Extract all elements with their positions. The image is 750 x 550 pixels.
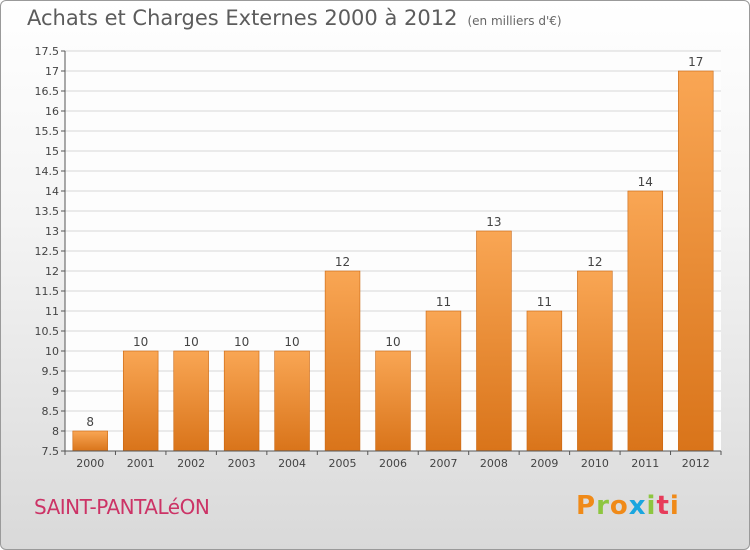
x-tick-label: 2008 bbox=[480, 457, 508, 470]
y-tick-label: 8 bbox=[52, 425, 59, 438]
data-label: 14 bbox=[638, 175, 653, 189]
y-tick-label: 7.5 bbox=[42, 445, 60, 458]
data-label: 11 bbox=[436, 295, 451, 309]
chart-title-text: Achats et Charges Externes 2000 à 2012 bbox=[27, 6, 458, 30]
y-tick-label: 15 bbox=[45, 145, 59, 158]
data-label: 10 bbox=[284, 335, 299, 349]
x-tick-label: 2007 bbox=[429, 457, 457, 470]
data-label: 13 bbox=[486, 215, 501, 229]
y-tick-label: 12 bbox=[45, 265, 59, 278]
data-label: 10 bbox=[234, 335, 249, 349]
y-tick-label: 10.5 bbox=[35, 325, 60, 338]
logo-letter: P bbox=[576, 491, 597, 521]
logo-letter: o bbox=[609, 491, 629, 521]
y-tick-label: 11.5 bbox=[35, 285, 60, 298]
bar[interactable] bbox=[324, 270, 361, 452]
bar[interactable] bbox=[122, 350, 159, 452]
y-tick-label: 15.5 bbox=[35, 125, 60, 138]
x-tick-label: 2003 bbox=[228, 457, 256, 470]
y-tick-label: 12.5 bbox=[35, 245, 60, 258]
logo-letter: i bbox=[646, 491, 657, 521]
y-tick-label: 16 bbox=[45, 105, 59, 118]
data-label: 11 bbox=[537, 295, 552, 309]
y-tick-label: 14.5 bbox=[35, 165, 60, 178]
data-label: 10 bbox=[133, 335, 148, 349]
town-name: SAINT-PANTALéON bbox=[34, 495, 210, 519]
y-tick-label: 10 bbox=[45, 345, 59, 358]
data-label: 12 bbox=[335, 255, 350, 269]
y-tick-label: 17 bbox=[45, 65, 59, 78]
y-tick-label: 11 bbox=[45, 305, 59, 318]
y-tick-label: 9 bbox=[52, 385, 59, 398]
chart-unit: (en milliers d'€) bbox=[467, 14, 562, 28]
x-tick-label: 2004 bbox=[278, 457, 306, 470]
x-tick-label: 2002 bbox=[177, 457, 205, 470]
data-label: 12 bbox=[587, 255, 602, 269]
x-tick-label: 2011 bbox=[631, 457, 659, 470]
data-label: 17 bbox=[688, 55, 703, 69]
logo-letter: t bbox=[656, 491, 670, 521]
y-tick-label: 17.5 bbox=[35, 45, 60, 58]
y-axis: 7.5 8 8.5 9 9.5 10 10.5 11 11.5 12 12.5 13 13.5 14 14.… bbox=[35, 45, 66, 458]
bar[interactable] bbox=[526, 310, 563, 452]
x-tick-label: 2012 bbox=[682, 457, 710, 470]
proxiti-logo[interactable]: Proxiti bbox=[576, 491, 680, 521]
x-tick-label: 2006 bbox=[379, 457, 407, 470]
logo-letter: x bbox=[628, 491, 647, 521]
chart-title: Achats et Charges Externes 2000 à 2012 (e… bbox=[27, 6, 562, 30]
y-tick-label: 8.5 bbox=[42, 405, 60, 418]
x-tick-label: 2001 bbox=[127, 457, 155, 470]
bar[interactable] bbox=[678, 70, 714, 452]
bar[interactable] bbox=[476, 230, 512, 452]
x-tick-label: 2010 bbox=[581, 457, 609, 470]
bar[interactable] bbox=[375, 350, 411, 452]
data-label: 10 bbox=[184, 335, 199, 349]
y-tick-label: 14 bbox=[45, 185, 59, 198]
y-tick-label: 13.5 bbox=[35, 205, 60, 218]
data-label: 10 bbox=[385, 335, 400, 349]
bar[interactable] bbox=[72, 430, 108, 452]
y-tick-label: 9.5 bbox=[42, 365, 60, 378]
bar[interactable] bbox=[274, 350, 310, 452]
bar[interactable] bbox=[425, 310, 462, 452]
bar[interactable] bbox=[223, 350, 260, 452]
x-tick-label: 2000 bbox=[76, 457, 104, 470]
bars: 8 10 10 10 10 12 10 11 13 11 12 14 17 bbox=[72, 55, 714, 452]
x-tick-label: 2005 bbox=[329, 457, 357, 470]
y-tick-label: 13 bbox=[45, 225, 59, 238]
x-axis: 2000 2001 2002 2003 2004 2005 2006 2007 2008 2009… bbox=[64, 450, 722, 470]
data-label: 8 bbox=[86, 415, 94, 429]
x-tick-label: 2009 bbox=[530, 457, 558, 470]
y-tick-label: 16.5 bbox=[35, 85, 60, 98]
logo-letter: r bbox=[596, 491, 610, 521]
logo-letter: i bbox=[669, 491, 680, 521]
bar[interactable] bbox=[627, 190, 664, 452]
bar[interactable] bbox=[173, 350, 209, 452]
bar[interactable] bbox=[577, 270, 613, 452]
